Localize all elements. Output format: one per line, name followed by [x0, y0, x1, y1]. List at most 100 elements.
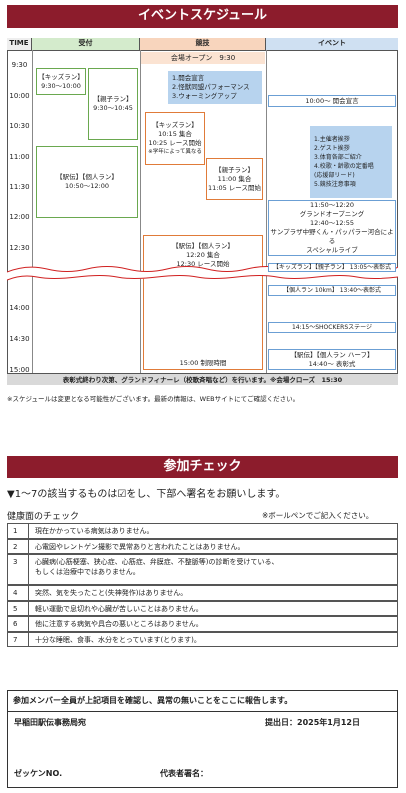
- text-line: 2.怪獣同盟パフォーマンス: [172, 83, 250, 91]
- venue-open: 会場オープン 9:30: [141, 52, 265, 64]
- text-line: サンプラザ中野くん・パッパラー河合による: [270, 228, 394, 245]
- row-text: 心電図やレントゲン撮影で異常ありと言われたことはありません。: [35, 543, 244, 553]
- event-grand: 11:50〜12:20 グランドオープニング 12:40〜12:55 サンプラザ中野く…: [268, 200, 396, 256]
- check-row: 4 突然、気を失ったこと(失神発作)はありません。: [7, 585, 398, 601]
- check-row: 3 心臓病(心筋梗塞、狭心症、心筋症、弁膜症、不整脈等)の診断を受けている、 もしく…: [7, 554, 398, 585]
- report-date: 提出日：2025年1月12日: [265, 718, 360, 727]
- text-line: 5.競技注意事項: [314, 181, 356, 188]
- text-line: 軽い運動で息切れや心臓が苦しいことはありません。: [35, 604, 203, 613]
- text-line: 【キッズラン】: [152, 120, 198, 129]
- time-label: 11:00: [9, 153, 30, 161]
- check-row: 2 心電図やレントゲン撮影で異常ありと言われたことはありません。: [7, 538, 398, 554]
- text-line: 他に注意する病気や具合の悪いところはありません。: [35, 620, 203, 628]
- header-competition: 競技: [140, 38, 266, 50]
- event-award-2: 【個人ラン 10km】 13:40〜表彰式: [268, 285, 396, 296]
- text-line: 【駅伝】【個人ラン】: [172, 242, 234, 250]
- text-line: 12:30 レース開始: [176, 260, 230, 268]
- text-line: 10:15 集合: [158, 129, 192, 138]
- schedule-title: イベントスケジュール: [7, 5, 398, 28]
- text-line: スペシャルライブ: [306, 246, 358, 254]
- opening-callout: 1.開会宣言 2.怪獣同盟パフォーマンス 3.ウォーミングアップ: [168, 71, 262, 104]
- reception-kids: 【キッズラン】 9:30〜10:00: [36, 68, 86, 95]
- check-subtitle: 健康面のチェック: [7, 512, 80, 522]
- time-label: 9:30: [11, 61, 28, 69]
- check-row: 6 他に注意する病気や具合の悪いところはありません。: [7, 616, 398, 632]
- check-instruction: ▼1〜7の該当するものは☑をし、下部へ署名をお願いします。: [7, 489, 286, 500]
- row-number: 7: [8, 632, 29, 646]
- text-line: 14:40〜 表彰式: [308, 359, 356, 368]
- header-reception: 受付: [32, 38, 140, 50]
- col-rule: [140, 50, 141, 373]
- check-row: 7 十分な睡眠、食事、水分をとっています(とります)。: [7, 631, 398, 647]
- time-label: 14:00: [9, 304, 30, 312]
- text-line: 現在かかっている病気はありません。: [35, 527, 154, 535]
- report-bib: ゼッケンNO.: [14, 769, 63, 778]
- row-number: 4: [8, 586, 29, 600]
- text-line: 2.ゲスト挨拶: [314, 145, 350, 152]
- row-text: 他に注意する病気や具合の悪いところはありません。: [35, 620, 203, 630]
- event-stage: 14:15〜SHOCKERSステージ: [268, 322, 396, 333]
- text-line: (応援部リード): [314, 172, 355, 179]
- text-line: 【親子ラン】: [215, 165, 254, 174]
- text-line: 9:30〜10:45: [93, 104, 133, 112]
- break-line: [7, 275, 398, 281]
- row-text: 十分な睡眠、食事、水分をとっています(とります)。: [35, 636, 201, 646]
- time-label: 10:00: [9, 92, 30, 100]
- text-line: 9:30〜10:00: [41, 81, 81, 90]
- text-line: 11:00 集合: [217, 174, 252, 183]
- text-line: 心臓病(心筋梗塞、狭心症、心筋症、弁膜症、不整脈等)の診断を受けている、: [35, 558, 279, 566]
- event-award-3: 【駅伝】【個人ラン ハーフ】 14:40〜 表彰式: [268, 349, 396, 370]
- time-label: 12:30: [9, 244, 30, 252]
- check-row: 1 現在かかっている病気はありません。: [7, 523, 398, 539]
- row-text: 突然、気を失ったこと(失神発作)はありません。: [35, 589, 187, 599]
- schedule-note: ※スケジュールは変更となる可能性がございます。最新の情報は、WEBサイトにてご確…: [7, 395, 300, 403]
- check-row: 5 軽い運動で息切れや心臓が苦しいことはありません。: [7, 600, 398, 616]
- competition-family: 【親子ラン】 11:00 集合 11:05 レース開始: [206, 158, 263, 200]
- competition-kids: 【キッズラン】 10:15 集合 10:25 レース開始 ※学年によって異なる: [145, 112, 205, 165]
- text-line: 【キッズラン】: [38, 72, 84, 81]
- competition-relay: 【駅伝】【個人ラン】 12:20 集合 12:30 レース開始: [143, 235, 263, 370]
- event-award-1: 【キッズラン】【親子ラン】 13:05〜表彰式: [268, 263, 396, 272]
- check-title: 参加チェック: [7, 456, 398, 478]
- ceremony-callout: 1.主催者挨拶 2.ゲスト挨拶 3.体育各部ご紹介 4.校歌・齢歌の定番唱 (応援部リー…: [310, 126, 392, 198]
- reception-relay: 【駅伝】【個人ラン】 10:50〜12:00: [36, 146, 138, 218]
- time-label: 14:30: [9, 335, 30, 343]
- time-limit: 15:00 制限時間: [179, 359, 227, 367]
- break-band: [7, 266, 398, 280]
- schedule-footer: 表彰式終わり次第、グランドフィナーレ（校歌斉唱など）を行います。※会場クローズ …: [7, 373, 398, 385]
- row-number: 6: [8, 617, 29, 631]
- text-line: 1.開会宣言: [172, 74, 205, 82]
- time-label: 11:30: [9, 183, 30, 191]
- col-rule: [266, 50, 267, 373]
- text-line: 4.校歌・齢歌の定番唱: [314, 163, 374, 170]
- row-text: 心臓病(心筋梗塞、狭心症、心筋症、弁膜症、不整脈等)の診断を受けている、 もしくは…: [35, 558, 278, 577]
- text-line: 突然、気を失ったこと(失神発作)はありません。: [35, 589, 188, 597]
- header-rule: [7, 50, 398, 51]
- text-line: 十分な睡眠、食事、水分をとっています(とります)。: [35, 635, 201, 644]
- text-line: 10:50〜12:00: [65, 182, 109, 190]
- report-signature: 代表者署名：: [160, 769, 208, 778]
- text-line: 心電図やレントゲン撮影で異常ありと言われたことはありません。: [35, 542, 245, 551]
- time-label: 15:00: [9, 366, 30, 374]
- text-line: 12:40〜12:55: [310, 219, 354, 227]
- text-line: 【親子ラン】: [93, 95, 133, 103]
- row-text: 軽い運動で息切れや心臓が苦しいことはありません。: [35, 605, 203, 615]
- text-line: 1.主催者挨拶: [314, 136, 350, 143]
- header-time: TIME: [7, 38, 32, 50]
- text-line: 10:25 レース開始: [148, 138, 202, 147]
- text-line: 3.ウォーミングアップ: [172, 92, 237, 100]
- reception-family: 【親子ラン】 9:30〜10:45: [88, 68, 138, 140]
- text-line: ※学年によって異なる: [148, 148, 202, 155]
- col-rule: [32, 50, 33, 373]
- text-line: グランドオープニング: [299, 210, 365, 218]
- text-line: 【駅伝】【個人ラン ハーフ】: [290, 350, 374, 359]
- text-line: 【駅伝】【個人ラン】: [56, 173, 118, 181]
- text-line: 11:50〜12:20: [310, 201, 354, 209]
- event-opening: 10:00〜 開会宣言: [268, 95, 396, 107]
- time-label: 12:00: [9, 213, 30, 221]
- header-event: イベント: [266, 38, 398, 50]
- report-addressee: 早稲田駅伝事務局宛: [14, 718, 86, 727]
- row-number: 3: [8, 555, 29, 584]
- row-number: 5: [8, 601, 29, 615]
